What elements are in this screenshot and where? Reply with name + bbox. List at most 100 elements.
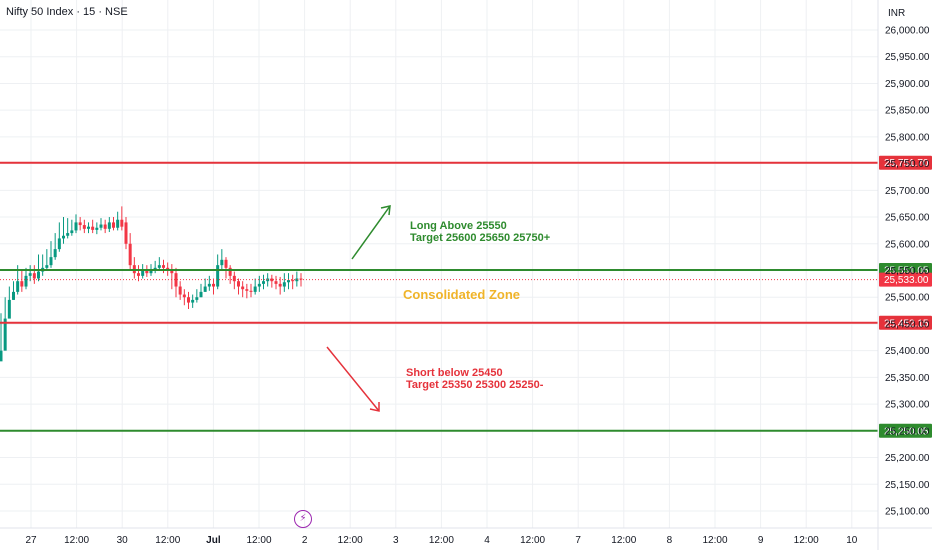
x-tick-label: 12:00 — [702, 535, 727, 546]
candle-body — [37, 271, 40, 279]
y-tick-label: 25,300.00 — [885, 400, 930, 411]
candle — [224, 257, 228, 279]
candle-body — [170, 270, 174, 274]
candle — [145, 265, 149, 277]
x-tick-label: 3 — [393, 535, 399, 546]
zone-label: Consolidated Zone — [403, 287, 520, 302]
candle — [78, 217, 82, 231]
candle-body — [137, 273, 140, 276]
candle — [45, 249, 49, 271]
y-tick-label: 25,800.00 — [885, 132, 930, 143]
candle-body — [157, 265, 161, 268]
candle — [162, 259, 165, 274]
y-tick-label: 25,600.00 — [885, 239, 930, 250]
candle — [157, 257, 161, 271]
candle-body — [270, 278, 274, 282]
candle — [141, 264, 145, 279]
candle — [53, 233, 57, 260]
level-tag-label: 25,250.05 — [884, 426, 929, 437]
price-axis[interactable]: 26,000.00 25,950.00 25,900.00 25,850.00 25,8… — [877, 0, 930, 550]
y-tick-label: 25,150.00 — [885, 480, 930, 491]
candle — [174, 267, 178, 298]
lightning-icon[interactable]: ⚡ — [294, 510, 312, 528]
level-resistance[interactable]: 25,751.70 — [0, 155, 932, 170]
candle — [62, 217, 65, 244]
candle — [216, 254, 220, 290]
candle-body — [295, 278, 299, 282]
candle-body — [232, 275, 236, 282]
candle — [270, 274, 274, 288]
candle-body — [282, 282, 286, 287]
candle-body — [141, 270, 145, 276]
candle — [41, 254, 45, 276]
candle-body — [3, 318, 7, 351]
candle-body — [149, 270, 153, 274]
candle — [0, 313, 3, 362]
candle-body — [66, 233, 70, 236]
candle-body — [195, 297, 199, 300]
candle-body — [57, 238, 61, 250]
candle-body — [16, 281, 20, 292]
candle-body — [53, 249, 57, 258]
candle — [82, 219, 86, 234]
level-support[interactable]: 25,250.05 — [0, 423, 932, 438]
candle-body — [299, 278, 303, 280]
candle-body — [78, 222, 82, 226]
candle — [241, 281, 245, 298]
candle-body — [249, 290, 253, 292]
candle-body — [28, 273, 32, 276]
candle — [199, 283, 203, 298]
candle — [87, 222, 90, 234]
candle — [107, 217, 111, 233]
candle-body — [212, 283, 215, 287]
long-arrow-head — [380, 205, 391, 216]
candle-body — [216, 265, 220, 287]
candle — [262, 274, 265, 290]
y-tick-label: 25,900.00 — [885, 79, 930, 90]
candle — [95, 222, 99, 235]
candle-body — [0, 350, 3, 362]
candle-body — [107, 222, 111, 229]
candle — [24, 267, 28, 290]
candle — [74, 214, 78, 234]
candle — [237, 278, 240, 295]
candle-body — [274, 281, 278, 284]
level-tag-label: 25,551.05 — [884, 265, 929, 276]
candle-body — [257, 283, 261, 287]
candle — [220, 249, 224, 271]
level-last_price[interactable]: 25,533.00 — [0, 272, 932, 287]
long-arrow — [351, 205, 391, 260]
candle — [187, 291, 190, 309]
candle-body — [291, 280, 295, 282]
x-tick-label: 30 — [117, 535, 129, 546]
candle-body — [245, 289, 249, 291]
currency-label[interactable]: INR — [888, 8, 906, 19]
candle — [207, 275, 211, 291]
candle-body — [207, 283, 211, 287]
x-tick-label: 12:00 — [794, 535, 819, 546]
chart-grid — [0, 0, 878, 528]
time-axis[interactable]: 27 12:00 30 12:00 Jul 12:00 2 12:00 3 12:00 4 12:00… — [0, 527, 932, 546]
candle-body — [87, 226, 90, 229]
symbol-title[interactable]: Nifty 50 Index · 15 · NSE — [6, 6, 128, 18]
candle — [232, 271, 236, 290]
candle — [116, 211, 120, 231]
candle-body — [45, 265, 49, 268]
candle — [274, 275, 278, 290]
level-tag-label: 25,533.00 — [884, 275, 929, 286]
candle — [191, 294, 195, 308]
y-tick-label: 25,250.00 — [885, 426, 930, 437]
candle-body — [145, 270, 149, 274]
y-tick-label: 25,400.00 — [885, 346, 930, 357]
level-resistance[interactable]: 25,452.15 — [0, 315, 932, 330]
candle-body — [103, 224, 107, 229]
candle-body — [237, 281, 240, 287]
candle — [291, 274, 295, 290]
candle — [253, 278, 257, 295]
candle — [203, 278, 207, 292]
candle — [132, 257, 136, 279]
candle — [91, 219, 95, 234]
candle — [170, 264, 174, 290]
